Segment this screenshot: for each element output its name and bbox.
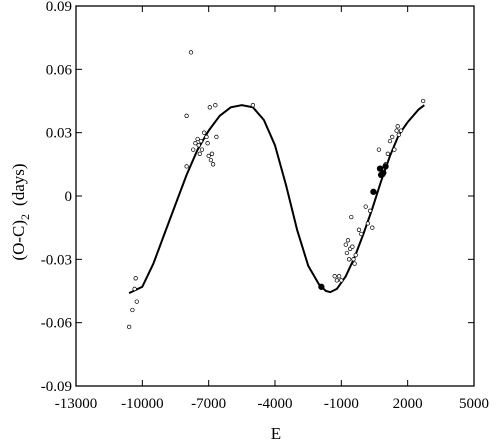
data-point-open <box>370 225 375 230</box>
data-point-open <box>188 50 194 55</box>
data-point-filled <box>318 283 325 290</box>
data-point-open <box>209 151 215 156</box>
data-point-open <box>210 162 216 167</box>
y-tick-label: 0.06 <box>46 62 73 78</box>
x-tick-label: -13000 <box>55 396 98 412</box>
y-tick-label: 0.03 <box>46 126 72 142</box>
data-point-open <box>353 252 358 258</box>
data-point-open <box>336 274 342 279</box>
data-point-open <box>352 261 357 266</box>
data-point-open <box>134 299 139 304</box>
data-point-open <box>193 141 198 146</box>
data-point-open <box>202 130 207 135</box>
data-point-open <box>132 286 137 292</box>
y-axis-ticks: -0.09 -0.06 -0.03 0 0.03 0.06 0.09 <box>41 0 474 395</box>
plot-area-border <box>75 5 475 387</box>
data-point-open <box>345 238 351 243</box>
plot-frame <box>75 5 475 387</box>
data-point-open <box>359 231 364 237</box>
data-point-open <box>349 214 354 220</box>
data-points <box>126 50 426 330</box>
data-point-open <box>196 143 201 148</box>
y-axis-title: (O-C)2 (days) <box>9 163 32 260</box>
y-tick-label: -0.09 <box>41 379 72 395</box>
data-point-filled <box>380 169 387 176</box>
x-axis-ticks: -13000 -10000 -7000 -4000 -1000 2000 5000 <box>55 6 489 412</box>
x-tick-label: 2000 <box>393 396 423 412</box>
fit-curve-group <box>128 104 425 295</box>
y-tick-label: -0.06 <box>41 316 73 332</box>
x-tick-label: -10000 <box>121 396 164 412</box>
data-point-open <box>394 128 399 133</box>
data-point-open <box>395 124 400 129</box>
x-tick-label: 5000 <box>459 396 489 412</box>
data-point-open <box>214 134 219 140</box>
data-point-open <box>184 164 189 169</box>
data-point-open <box>356 227 362 232</box>
data-point-open <box>205 141 210 146</box>
data-point-open <box>385 151 390 156</box>
data-point-open <box>344 250 350 256</box>
x-axis-title: E <box>271 424 281 443</box>
data-point-filled <box>370 188 377 195</box>
data-point-open <box>334 278 340 283</box>
x-tick-label: -4000 <box>258 396 293 412</box>
y-axis-title-subscript: 2 <box>18 214 32 220</box>
y-tick-label: 0 <box>65 189 73 205</box>
data-point-open <box>204 134 209 140</box>
data-point-filled <box>382 163 389 170</box>
data-point-open <box>184 113 189 118</box>
x-tick-label: -7000 <box>191 396 226 412</box>
data-point-open <box>387 138 393 144</box>
data-point-open <box>250 103 256 108</box>
data-point-open <box>197 151 202 156</box>
data-point-open <box>420 98 426 104</box>
data-point-open <box>365 221 371 226</box>
data-point-open <box>195 136 200 142</box>
y-tick-label: -0.03 <box>41 252 72 268</box>
data-point-open <box>396 132 401 137</box>
svg-text:(O-C)2(days): (O-C)2 (days) <box>9 163 32 260</box>
data-point-open <box>207 105 212 110</box>
data-point-open <box>390 134 395 140</box>
data-point-open <box>191 147 196 152</box>
data-point-open <box>376 147 382 152</box>
data-point-open <box>398 128 404 133</box>
data-point-open <box>126 324 132 330</box>
data-point-open <box>208 157 214 163</box>
y-tick-label: 0.09 <box>46 0 72 15</box>
data-point-open <box>339 278 344 283</box>
fit-curve <box>128 104 425 295</box>
data-point-open <box>332 274 337 279</box>
data-point-open <box>350 244 355 249</box>
data-point-open <box>133 276 138 281</box>
data-point-open <box>130 307 135 313</box>
data-point-open <box>206 153 211 159</box>
data-point-open <box>351 257 356 262</box>
y-axis-title-unit: (days) <box>9 163 28 205</box>
x-tick-label: -1000 <box>324 396 359 412</box>
data-point-open <box>213 103 218 108</box>
data-point-open <box>392 147 397 152</box>
data-point-open <box>346 257 352 262</box>
data-point-open <box>363 204 368 209</box>
data-point-open <box>367 208 373 213</box>
data-point-filled <box>376 165 384 172</box>
data-point-open <box>198 138 204 144</box>
data-point-open <box>199 147 205 152</box>
data-point-open <box>343 242 348 247</box>
y-axis-title-main: (O-C) <box>9 220 28 261</box>
